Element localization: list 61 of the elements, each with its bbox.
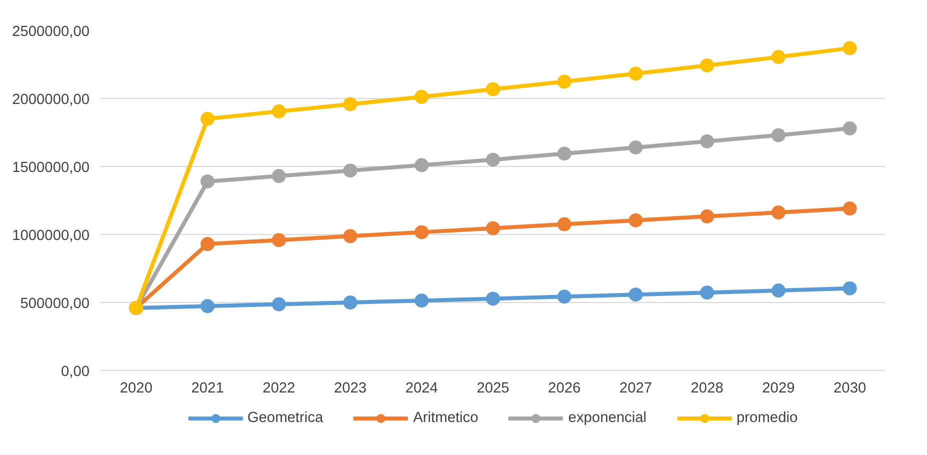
x-tick-label: 2022 [262,380,296,396]
point [272,169,286,184]
point [557,146,572,161]
y-tick-label: 1500000,00 [12,160,90,176]
point [771,50,786,64]
point [343,164,358,178]
point [842,281,857,296]
x-tick-label: 2030 [834,380,866,396]
point [700,286,714,300]
y-tick-label: 0,00 [60,364,90,380]
x-tick-label: 2023 [334,380,367,396]
legend-label: exponencial [568,410,647,426]
point [771,128,786,142]
point [700,209,714,224]
legend-label: promedio [736,410,798,426]
point [200,299,215,314]
point [557,74,572,89]
point [557,290,572,304]
point [414,158,429,172]
point [771,205,786,220]
x-tick-label: 2025 [476,380,510,396]
x-tick-label: 2027 [619,380,652,396]
point [486,152,500,167]
x-tick-label: 2028 [690,380,724,396]
x-tick-label: 2020 [120,380,152,396]
point [343,229,358,244]
point [343,296,358,310]
y-tick-label: 2500000,00 [12,24,90,40]
point [771,284,786,298]
x-tick-label: 2024 [405,380,438,396]
point [414,225,429,240]
x-tick-label: 2026 [548,380,581,396]
legend-label: Geometrica [247,410,324,426]
y-tick-label: 2000000,00 [12,92,90,108]
x-tick-label: 2029 [762,380,795,396]
point [343,97,358,112]
point [414,90,429,104]
point [628,66,643,81]
point [842,41,857,56]
point [486,221,500,236]
point [272,233,286,248]
point [272,104,286,118]
point [200,112,215,126]
y-tick-label: 1000000,00 [12,228,90,244]
point [628,288,643,302]
x-tick-label: 2021 [191,380,224,396]
point [628,213,643,228]
point [628,140,643,154]
point [200,174,215,188]
point [486,82,500,96]
point [700,134,714,148]
point [414,294,429,308]
point [842,202,857,216]
point [200,237,215,252]
legend-label: Aritmetico [413,410,478,426]
point [557,217,572,232]
point [486,292,500,306]
y-tick-label: 500000,00 [20,296,90,312]
point [700,58,714,72]
point [272,297,286,312]
point [842,121,857,136]
